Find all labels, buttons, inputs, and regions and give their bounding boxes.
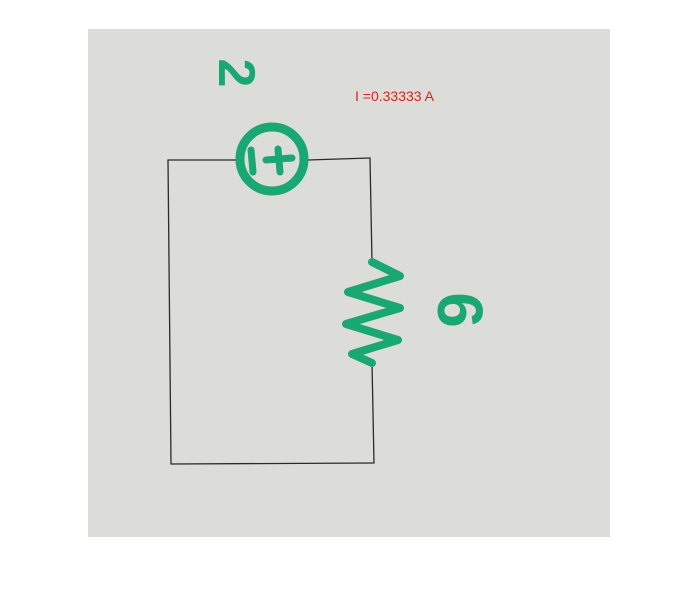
right-wire-lower bbox=[371, 362, 375, 464]
source-plus-horizontal bbox=[262, 154, 296, 164]
current-readout: I =0.33333 A bbox=[355, 88, 435, 104]
top-wire-right bbox=[307, 157, 371, 161]
voltage-source bbox=[235, 122, 309, 196]
source-minus-mark bbox=[247, 146, 257, 176]
source-value-label: 2 bbox=[207, 59, 265, 88]
resistor bbox=[342, 258, 404, 367]
left-wire bbox=[167, 159, 172, 465]
circuit-wires bbox=[167, 157, 375, 465]
paper-photo bbox=[88, 29, 610, 537]
resistor-value-label: 6 bbox=[424, 292, 496, 328]
source-circle bbox=[235, 122, 309, 196]
right-wire-upper bbox=[369, 157, 373, 263]
bottom-wire bbox=[170, 462, 375, 465]
resistor-zigzag bbox=[342, 258, 404, 367]
